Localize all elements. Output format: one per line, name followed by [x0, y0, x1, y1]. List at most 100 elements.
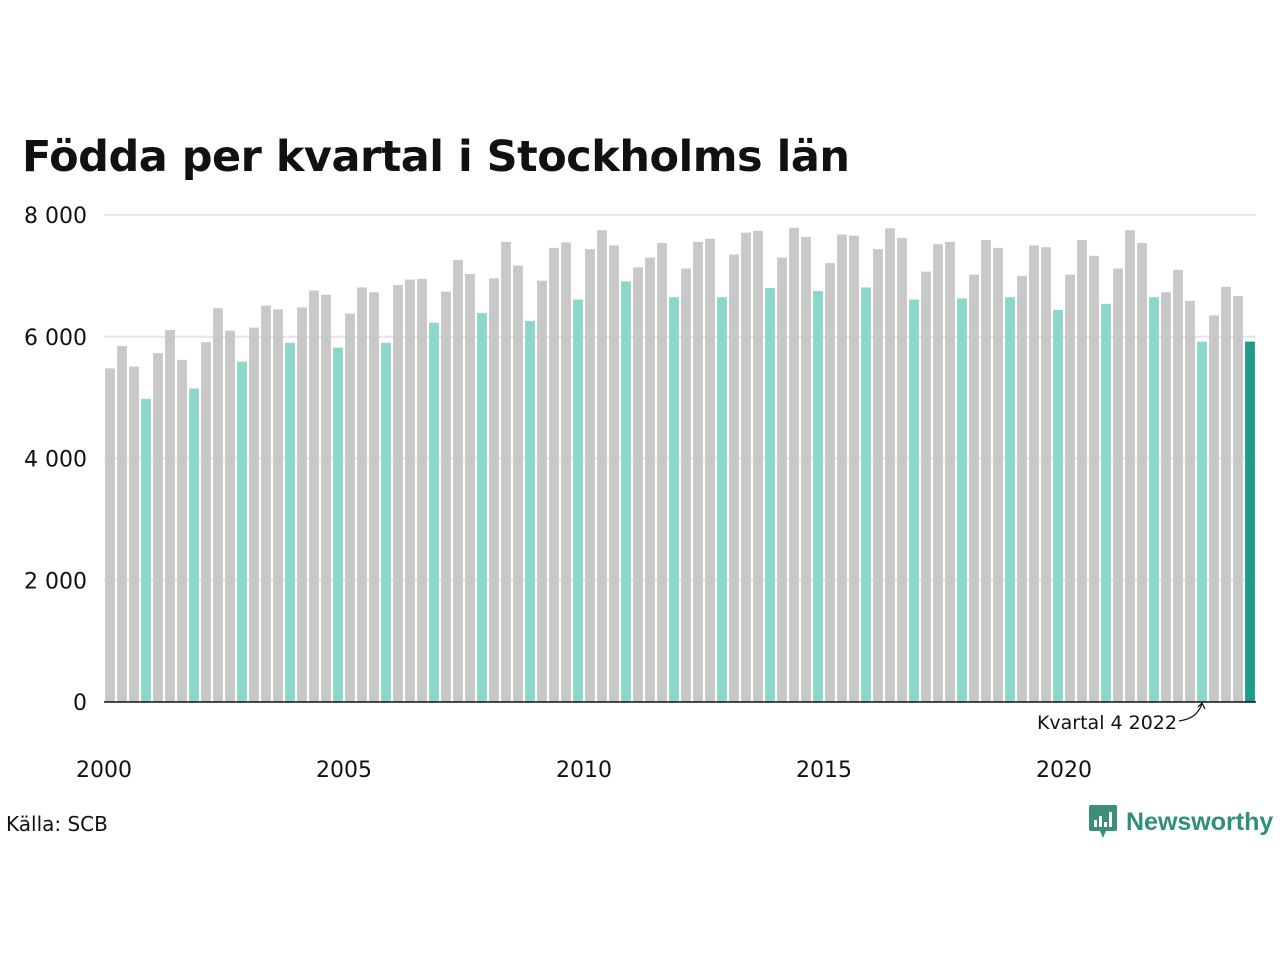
bar — [1233, 295, 1243, 702]
bar — [393, 285, 403, 702]
bar — [213, 308, 223, 702]
bar — [165, 330, 175, 702]
bar — [1149, 297, 1159, 702]
y-tick-label: 6 000 — [24, 326, 87, 351]
annotation-label: Kvartal 4 2022 — [1037, 712, 1177, 734]
bar — [309, 290, 319, 702]
bar — [729, 254, 739, 702]
bar — [477, 313, 487, 702]
bar — [873, 249, 883, 702]
bar — [669, 297, 679, 702]
bar — [969, 274, 979, 702]
bar — [501, 241, 511, 703]
bar — [1209, 315, 1219, 702]
bar — [405, 279, 415, 702]
bar — [369, 292, 379, 702]
x-tick-label: 2015 — [796, 758, 852, 783]
bar — [441, 291, 451, 702]
bar — [297, 307, 307, 702]
bar — [1125, 230, 1135, 702]
bar — [1197, 341, 1207, 702]
bar — [765, 288, 775, 702]
bar — [489, 278, 499, 702]
bar — [981, 239, 991, 702]
bar — [777, 257, 787, 702]
bar — [837, 234, 847, 703]
bar — [585, 249, 595, 702]
bar — [861, 287, 871, 702]
bar-latest — [1245, 341, 1255, 702]
bar — [597, 230, 607, 702]
bar — [237, 361, 247, 702]
bar — [201, 342, 211, 702]
chart-title: Födda per kvartal i Stockholms län — [22, 132, 850, 182]
y-tick-label: 4 000 — [24, 448, 87, 473]
bar — [177, 359, 187, 702]
newsworthy-logo[interactable]: Newsworthy — [1088, 804, 1273, 840]
bar — [429, 322, 439, 702]
bar — [1101, 303, 1111, 702]
bar — [1221, 286, 1231, 702]
bar — [1029, 245, 1039, 702]
grid-lines — [104, 214, 1256, 582]
bars — [105, 227, 1255, 703]
bar — [261, 305, 271, 702]
x-tick-label: 2000 — [76, 758, 132, 783]
bar — [609, 245, 619, 702]
bar — [345, 313, 355, 702]
bar — [1017, 275, 1027, 703]
bar — [561, 242, 571, 702]
y-tick-label: 0 — [73, 691, 87, 716]
bar — [633, 267, 643, 702]
bar — [693, 241, 703, 703]
bar — [465, 274, 475, 702]
bar — [621, 281, 631, 702]
bar — [1041, 247, 1051, 702]
bar — [549, 247, 559, 702]
bar — [273, 309, 283, 702]
bar — [681, 268, 691, 702]
bar — [945, 241, 955, 703]
bar — [513, 265, 523, 702]
bar — [957, 298, 967, 702]
bar — [573, 299, 583, 702]
bar — [1089, 255, 1099, 703]
bar — [189, 388, 199, 702]
bar — [849, 235, 859, 702]
y-tick-label: 2 000 — [24, 569, 87, 594]
annotation: Kvartal 4 2022 — [1037, 701, 1206, 734]
bar — [333, 347, 343, 702]
x-tick-label: 2005 — [316, 758, 372, 783]
annotation-arrowhead — [1197, 701, 1206, 710]
bar — [105, 368, 115, 702]
bar — [789, 227, 799, 702]
bar — [525, 320, 535, 702]
y-tick-label: 8 000 — [24, 204, 87, 229]
bar — [1053, 309, 1063, 702]
bar — [885, 228, 895, 702]
bar — [657, 243, 667, 702]
bar — [909, 299, 919, 702]
bar — [1173, 269, 1183, 702]
bar — [141, 398, 151, 702]
bar — [225, 330, 235, 702]
annotation-arrow — [1178, 703, 1203, 722]
x-tick-label: 2020 — [1036, 758, 1092, 783]
bar — [153, 353, 163, 702]
bar — [705, 238, 715, 703]
bar — [117, 345, 127, 702]
bar — [801, 236, 811, 703]
x-axis-tick-labels: 2000 2005 2010 2015 2020 — [76, 758, 1092, 783]
bar — [753, 230, 763, 702]
bar — [249, 327, 259, 702]
bar — [1077, 239, 1087, 702]
bar — [417, 278, 427, 702]
bar — [825, 263, 835, 702]
brand-name: Newsworthy — [1126, 807, 1274, 836]
bar — [1161, 292, 1171, 702]
bar — [813, 291, 823, 702]
bar — [1137, 243, 1147, 702]
bar — [741, 232, 751, 702]
bar — [537, 280, 547, 702]
